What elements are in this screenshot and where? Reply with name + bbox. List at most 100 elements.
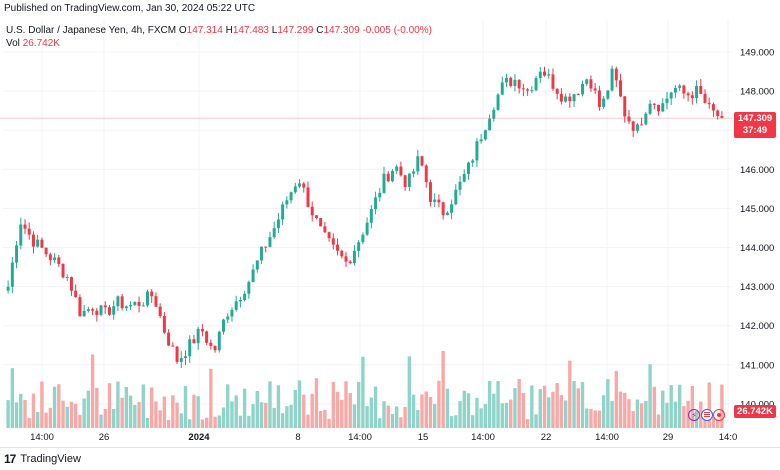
volume-bar — [356, 382, 361, 428]
volume-bar — [530, 385, 534, 428]
volume-bar — [369, 397, 374, 428]
candle-body — [458, 181, 462, 190]
tradingview-logo[interactable]: 17 TradingView — [4, 452, 81, 466]
time-tick-label: 29 — [663, 432, 674, 443]
symbol-title: U.S. Dollar / Japanese Yen, 4h, FXCM — [6, 25, 177, 36]
candle-body — [162, 315, 166, 333]
candle-body — [357, 242, 361, 251]
candle-body — [213, 345, 217, 351]
candle-body — [716, 110, 720, 117]
candle-body — [19, 224, 23, 246]
volume-bar — [656, 414, 661, 428]
price-tick-label: 149.000 — [740, 48, 774, 59]
volume-bar — [428, 396, 433, 428]
candle-body — [255, 260, 259, 270]
us-flag-icon[interactable] — [701, 409, 713, 421]
volume-bar — [597, 410, 602, 428]
volume-bar — [500, 403, 504, 428]
volume-bar — [677, 384, 682, 428]
candle-body — [74, 290, 78, 298]
volume-bar — [525, 419, 530, 428]
volume-bar — [614, 370, 618, 428]
candle-body — [665, 98, 669, 104]
time-tick-label: 14:00 — [471, 432, 495, 443]
volume-bar — [120, 397, 124, 428]
volume-bar — [124, 386, 129, 428]
volume-bar — [323, 409, 327, 428]
volume-bar — [648, 364, 652, 428]
change-value: -0.005 (-0.00%) — [362, 25, 432, 36]
price-tick-label: 142.000 — [740, 321, 774, 332]
volume-bar — [48, 407, 53, 428]
volume-bar — [61, 400, 65, 428]
volume-bar — [44, 412, 48, 428]
candle-body — [585, 79, 589, 84]
volume-bar — [568, 360, 572, 428]
candle-body — [57, 257, 61, 264]
volume-bar — [551, 391, 555, 428]
candle-body — [559, 93, 563, 102]
volume-bar — [141, 384, 145, 428]
candle-body — [551, 74, 555, 89]
candle-body — [251, 269, 255, 282]
candle-body — [361, 234, 365, 243]
volume-bar — [589, 408, 593, 428]
jp-flag-icon[interactable] — [713, 409, 725, 421]
candle-body — [158, 306, 162, 316]
candle-body — [534, 78, 538, 91]
candle-body — [593, 88, 597, 91]
candle-body — [720, 116, 724, 119]
volume-bar — [576, 388, 580, 428]
volume-bar — [302, 394, 306, 428]
volume-bar — [209, 368, 213, 428]
price-tick-label: 144.000 — [740, 243, 774, 254]
candle-body — [146, 291, 149, 306]
volume-bar — [432, 404, 437, 428]
candle-body — [103, 305, 107, 308]
volume-bar — [644, 400, 648, 428]
lightning-icon[interactable]: ⚡ — [688, 409, 700, 421]
volume-bar — [547, 397, 551, 428]
candle-body — [36, 239, 40, 247]
volume-bar — [703, 419, 707, 428]
time-tick-label: 26 — [99, 432, 110, 443]
volume-bar — [563, 400, 568, 428]
candle-body — [141, 305, 145, 307]
volume-bar — [285, 406, 289, 428]
volume-bar — [73, 403, 78, 428]
published-caption: Published on TradingView.com, Jan 30, 20… — [4, 3, 256, 14]
volume-bar — [162, 396, 167, 428]
volume-bar — [390, 414, 395, 428]
candle-body — [120, 296, 124, 309]
volume-bar — [352, 404, 357, 428]
volume-bar — [230, 401, 234, 428]
candle-body — [247, 281, 251, 294]
candle-body — [581, 83, 584, 95]
candle-body — [505, 77, 508, 83]
volume-bar — [720, 384, 724, 428]
volume-bar — [99, 414, 103, 428]
volume-bar — [310, 393, 314, 428]
volume-bar — [378, 418, 382, 428]
volume-bar — [707, 382, 711, 428]
candle-body — [289, 192, 293, 201]
volume-bar — [331, 382, 336, 428]
volume-bar — [580, 381, 585, 428]
volume-bar — [475, 397, 479, 428]
volume-bar — [555, 383, 559, 428]
volume-bar — [90, 354, 95, 428]
candle-body — [340, 250, 344, 257]
volume-bar — [449, 416, 454, 428]
volume-bar — [509, 399, 513, 428]
time-tick-label: 15 — [418, 432, 429, 443]
candle-body — [711, 104, 715, 111]
candle-body — [606, 90, 610, 99]
volume-bar — [483, 404, 488, 428]
candle-body — [635, 124, 639, 131]
candle-body — [644, 113, 648, 125]
volume-bar — [639, 403, 644, 428]
candle-body — [661, 103, 665, 112]
volume-bar — [340, 399, 344, 428]
volume-bar — [382, 401, 386, 428]
